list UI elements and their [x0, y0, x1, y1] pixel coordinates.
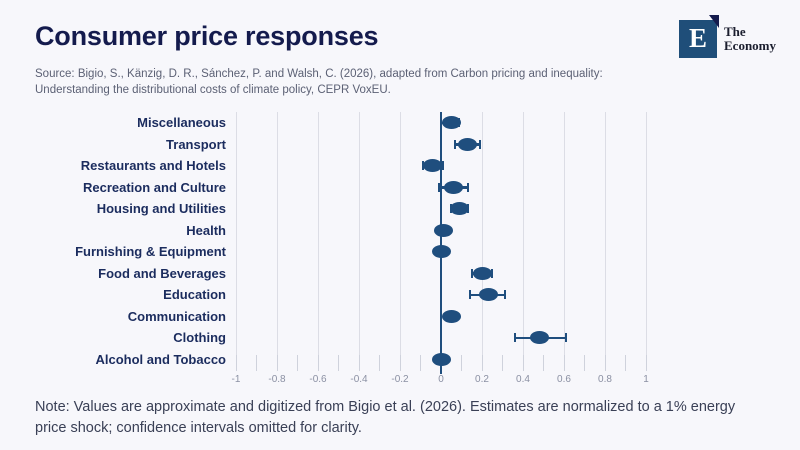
category-label: Clothing [173, 330, 226, 345]
axis-minor-tick [399, 355, 401, 371]
source-line2: Understanding the distributional costs o… [35, 84, 391, 97]
the-economy-logo: E The Economy [679, 15, 776, 58]
logo-wordmark-line2: Economy [724, 38, 776, 53]
data-point [433, 223, 453, 237]
data-point [472, 266, 492, 280]
data-point [431, 245, 451, 259]
gridline [481, 112, 483, 370]
axis-minor-tick [481, 355, 483, 371]
axis-minor-tick [604, 355, 606, 371]
source-line1: Source: Bigio, S., Känzig, D. R., Sánche… [35, 68, 603, 80]
gridline [235, 112, 237, 370]
category-label: Education [163, 287, 226, 302]
category-label: Housing and Utilities [96, 201, 226, 216]
axis-minor-tick [625, 355, 626, 371]
category-label: Food and Beverages [98, 265, 226, 281]
gridline [522, 112, 524, 370]
data-point [441, 309, 461, 323]
logo-wordmark: The Economy [724, 23, 776, 54]
x-tick-label: 1 [643, 374, 649, 385]
axis-minor-tick [235, 355, 237, 371]
axis-minor-tick [276, 355, 278, 371]
category-axis: Miscellaneous Transport Restaurants and Ho… [0, 112, 226, 370]
logo-quote-mark-icon [709, 15, 719, 28]
gridline [399, 112, 401, 370]
logo-letter: E [688, 22, 707, 53]
footnote: Note: Values are approximate and digitiz… [35, 399, 736, 437]
error-bar-cap [437, 182, 440, 192]
category-label: Health [186, 222, 226, 238]
error-bar-cap [565, 333, 568, 343]
data-point [529, 331, 549, 345]
axis-minor-tick [543, 355, 544, 371]
axis-minor-tick [297, 355, 298, 371]
x-axis-tick-labels: -1 -0.8 -0.6 -0.4 -0.2 0 0.2 0.4 0.6 0.8 1 [232, 374, 649, 388]
axis-minor-tick [317, 355, 319, 371]
error-bar-cap [513, 333, 516, 343]
page-title: Consumer price responses [35, 21, 379, 51]
gridline [317, 112, 319, 370]
category-label: Recreation and Culture [82, 179, 226, 195]
category-label: Miscellaneous [137, 115, 226, 130]
gridline [645, 112, 647, 370]
data-point [423, 159, 443, 173]
error-bar-cap [491, 268, 494, 278]
x-tick-label: -0.2 [391, 374, 409, 385]
x-tick-label: -0.4 [350, 374, 368, 385]
data-point [458, 137, 478, 151]
gridline [358, 112, 360, 370]
x-tick-label: 0 [438, 374, 444, 385]
axis-minor-tick [358, 355, 360, 371]
data-point [431, 352, 451, 366]
error-bar-cap [478, 139, 481, 149]
category-label: Restaurants and Hotels [80, 158, 226, 173]
category-label: Furnishing & Equipment [75, 244, 226, 259]
error-bar-cap [466, 182, 469, 192]
x-tick-label: -0.8 [268, 374, 286, 385]
axis-minor-tick [502, 355, 503, 371]
axis-minor-tick [584, 355, 585, 371]
source-attribution: Source: Bigio, S., Känzig, D. R., Sánche… [35, 66, 675, 98]
x-tick-label: 0.6 [557, 374, 571, 385]
error-bar-cap [454, 139, 457, 149]
axis-minor-tick [379, 355, 380, 371]
axis-minor-tick [461, 355, 462, 371]
x-tick-label: 0.8 [598, 374, 612, 385]
gridline [276, 112, 278, 370]
data-point [478, 288, 498, 302]
axis-minor-tick [522, 355, 524, 371]
axis-minor-tick [256, 355, 257, 371]
x-tick-label: 0.4 [516, 374, 530, 385]
axis-minor-tick [338, 355, 339, 371]
axis-minor-tick [420, 355, 421, 371]
data-point [443, 180, 463, 194]
logo-wordmark-line1: The [724, 23, 746, 39]
category-label: Communication [127, 308, 226, 324]
gridline [563, 112, 565, 370]
error-bar-cap [442, 161, 445, 171]
x-tick-label: 0.2 [475, 374, 489, 385]
error-bar-cap [470, 268, 473, 278]
zero-reference-line [439, 112, 443, 374]
axis-minor-tick [645, 355, 647, 371]
axis-minor-tick [563, 355, 565, 371]
gridline [604, 112, 606, 370]
data-point [449, 202, 469, 216]
error-bar-cap [440, 118, 442, 128]
x-tick-label: -0.6 [309, 374, 327, 385]
x-tick-label: -1 [231, 374, 241, 385]
plot-area [235, 112, 647, 374]
error-bar-cap [421, 161, 424, 171]
data-point [441, 116, 461, 130]
category-label: Transport [166, 136, 226, 152]
logo-e-icon: E [679, 15, 719, 58]
error-bar-cap [468, 290, 471, 300]
error-bar-cap [503, 290, 506, 300]
category-label: Alcohol and Tobacco [95, 351, 227, 367]
